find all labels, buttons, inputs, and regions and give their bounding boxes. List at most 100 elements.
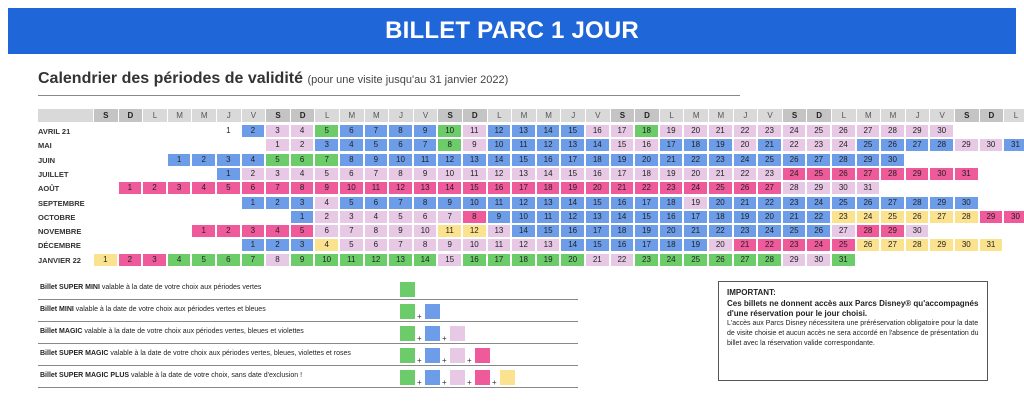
day-cell: 24 <box>758 225 781 238</box>
section-title: Calendrier des périodes de validité (pou… <box>38 70 508 88</box>
day-cell: 13 <box>487 225 511 238</box>
day-cell: 8 <box>389 125 412 137</box>
day-cell: 15 <box>586 239 609 252</box>
day-cell: 24 <box>782 167 806 180</box>
day-cell: 20 <box>684 167 707 180</box>
swatch-pink <box>475 348 490 363</box>
day-cell: 3 <box>266 125 289 137</box>
day-cell: 31 <box>955 167 978 180</box>
day-cell: 15 <box>561 167 584 180</box>
day-cell: 25 <box>832 239 855 252</box>
day-cell: 13 <box>586 210 609 223</box>
plus-sign: + <box>492 378 497 387</box>
legend-row: Billet MAGIC valable à la date de votre … <box>38 322 578 344</box>
weekday-header: M <box>167 109 192 122</box>
day-cell: 11 <box>487 196 511 209</box>
day-cell: 13 <box>389 253 412 266</box>
month-label: JANVIER 22 <box>38 255 81 265</box>
day-cell: 8 <box>364 225 388 238</box>
day-cell: 16 <box>635 139 658 152</box>
day-cell: 16 <box>610 196 634 209</box>
day-cell: 23 <box>659 182 683 195</box>
ticket-name: Billet SUPER MAGIC <box>40 350 109 357</box>
legend-text: Billet SUPER MAGIC PLUS valable à la dat… <box>40 372 302 379</box>
plus-sign: + <box>442 334 447 343</box>
day-cell: 18 <box>536 182 560 195</box>
section-heading: Calendrier des périodes de validité <box>38 70 303 87</box>
day-cell: 28 <box>905 239 929 252</box>
day-cell: 29 <box>782 253 806 266</box>
day-cell: 28 <box>955 210 978 223</box>
day-cell: 23 <box>807 139 830 152</box>
day-cell: 5 <box>340 239 363 252</box>
day-cell: 18 <box>635 125 658 137</box>
day-cell: 10 <box>340 182 363 195</box>
day-cell: 31 <box>979 239 1003 252</box>
day-cell: 15 <box>561 125 584 137</box>
day-cell: 3 <box>266 167 289 180</box>
day-cell: 20 <box>659 225 683 238</box>
day-cell: 3 <box>290 239 314 252</box>
day-cell: 10 <box>512 210 535 223</box>
day-cell: 12 <box>487 167 511 180</box>
day-cell: 31 <box>832 253 855 266</box>
day-cell: 1 <box>94 253 117 266</box>
day-cell: 28 <box>782 182 806 195</box>
weekday-header: J <box>561 109 585 122</box>
day-cell: 25 <box>856 139 880 152</box>
day-cell: 28 <box>930 139 953 152</box>
day-cell: 2 <box>143 182 166 195</box>
day-cell: 14 <box>487 153 511 166</box>
day-cell: 2 <box>192 153 215 166</box>
day-cell: 2 <box>290 139 314 152</box>
day-cell: 26 <box>856 239 880 252</box>
day-cell: 19 <box>561 182 584 195</box>
day-cell: 5 <box>266 153 289 166</box>
day-cell: 12 <box>561 210 584 223</box>
day-cell: 1 <box>241 239 265 252</box>
day-cell: 2 <box>118 253 142 266</box>
plus-sign: + <box>467 356 472 365</box>
day-cell: 9 <box>413 125 437 137</box>
day-cell: 24 <box>856 210 880 223</box>
day-cell: 25 <box>881 210 904 223</box>
day-cell: 7 <box>315 153 338 166</box>
section-subtitle: (pour une visite jusqu'au 31 janvier 202… <box>307 74 509 86</box>
day-cell: 8 <box>290 182 314 195</box>
day-cell: 24 <box>807 239 830 252</box>
header-blank <box>38 109 93 122</box>
day-cell: 26 <box>807 225 830 238</box>
legend-text: Billet SUPER MINI valable à la date de v… <box>40 284 261 291</box>
weekday-header: V <box>758 109 782 122</box>
day-cell: 5 <box>315 125 338 137</box>
day-cell: 11 <box>487 239 511 252</box>
weekday-header: V <box>241 109 266 122</box>
day-cell: 16 <box>586 125 609 137</box>
day-cell: 4 <box>192 182 215 195</box>
day-cell: 19 <box>684 196 707 209</box>
day-cell: 30 <box>979 139 1003 152</box>
day-cell: 4 <box>290 167 314 180</box>
day-cell: 6 <box>413 210 437 223</box>
day-cell: 15 <box>635 210 658 223</box>
day-cell: 3 <box>217 153 240 166</box>
day-cell: 10 <box>389 153 412 166</box>
day-cell: 10 <box>438 125 461 137</box>
day-cell: 14 <box>561 196 584 209</box>
day-cell: 7 <box>241 253 265 266</box>
day-cell: 13 <box>463 153 486 166</box>
day-cell: 13 <box>512 167 535 180</box>
day-cell: 14 <box>438 182 461 195</box>
day-cell: 9 <box>487 210 511 223</box>
day-cell: 30 <box>930 167 953 180</box>
swatch-violet <box>450 370 465 385</box>
day-cell: 16 <box>463 253 486 266</box>
swatch-green <box>400 304 415 319</box>
ticket-description: valable à la date de votre choix aux pér… <box>84 328 304 335</box>
day-cell: 14 <box>536 125 560 137</box>
day-cell: 2 <box>266 239 289 252</box>
day-cell: 14 <box>586 139 609 152</box>
day-cell: 17 <box>561 153 584 166</box>
day-cell: 6 <box>364 239 388 252</box>
day-cell: 22 <box>610 253 634 266</box>
